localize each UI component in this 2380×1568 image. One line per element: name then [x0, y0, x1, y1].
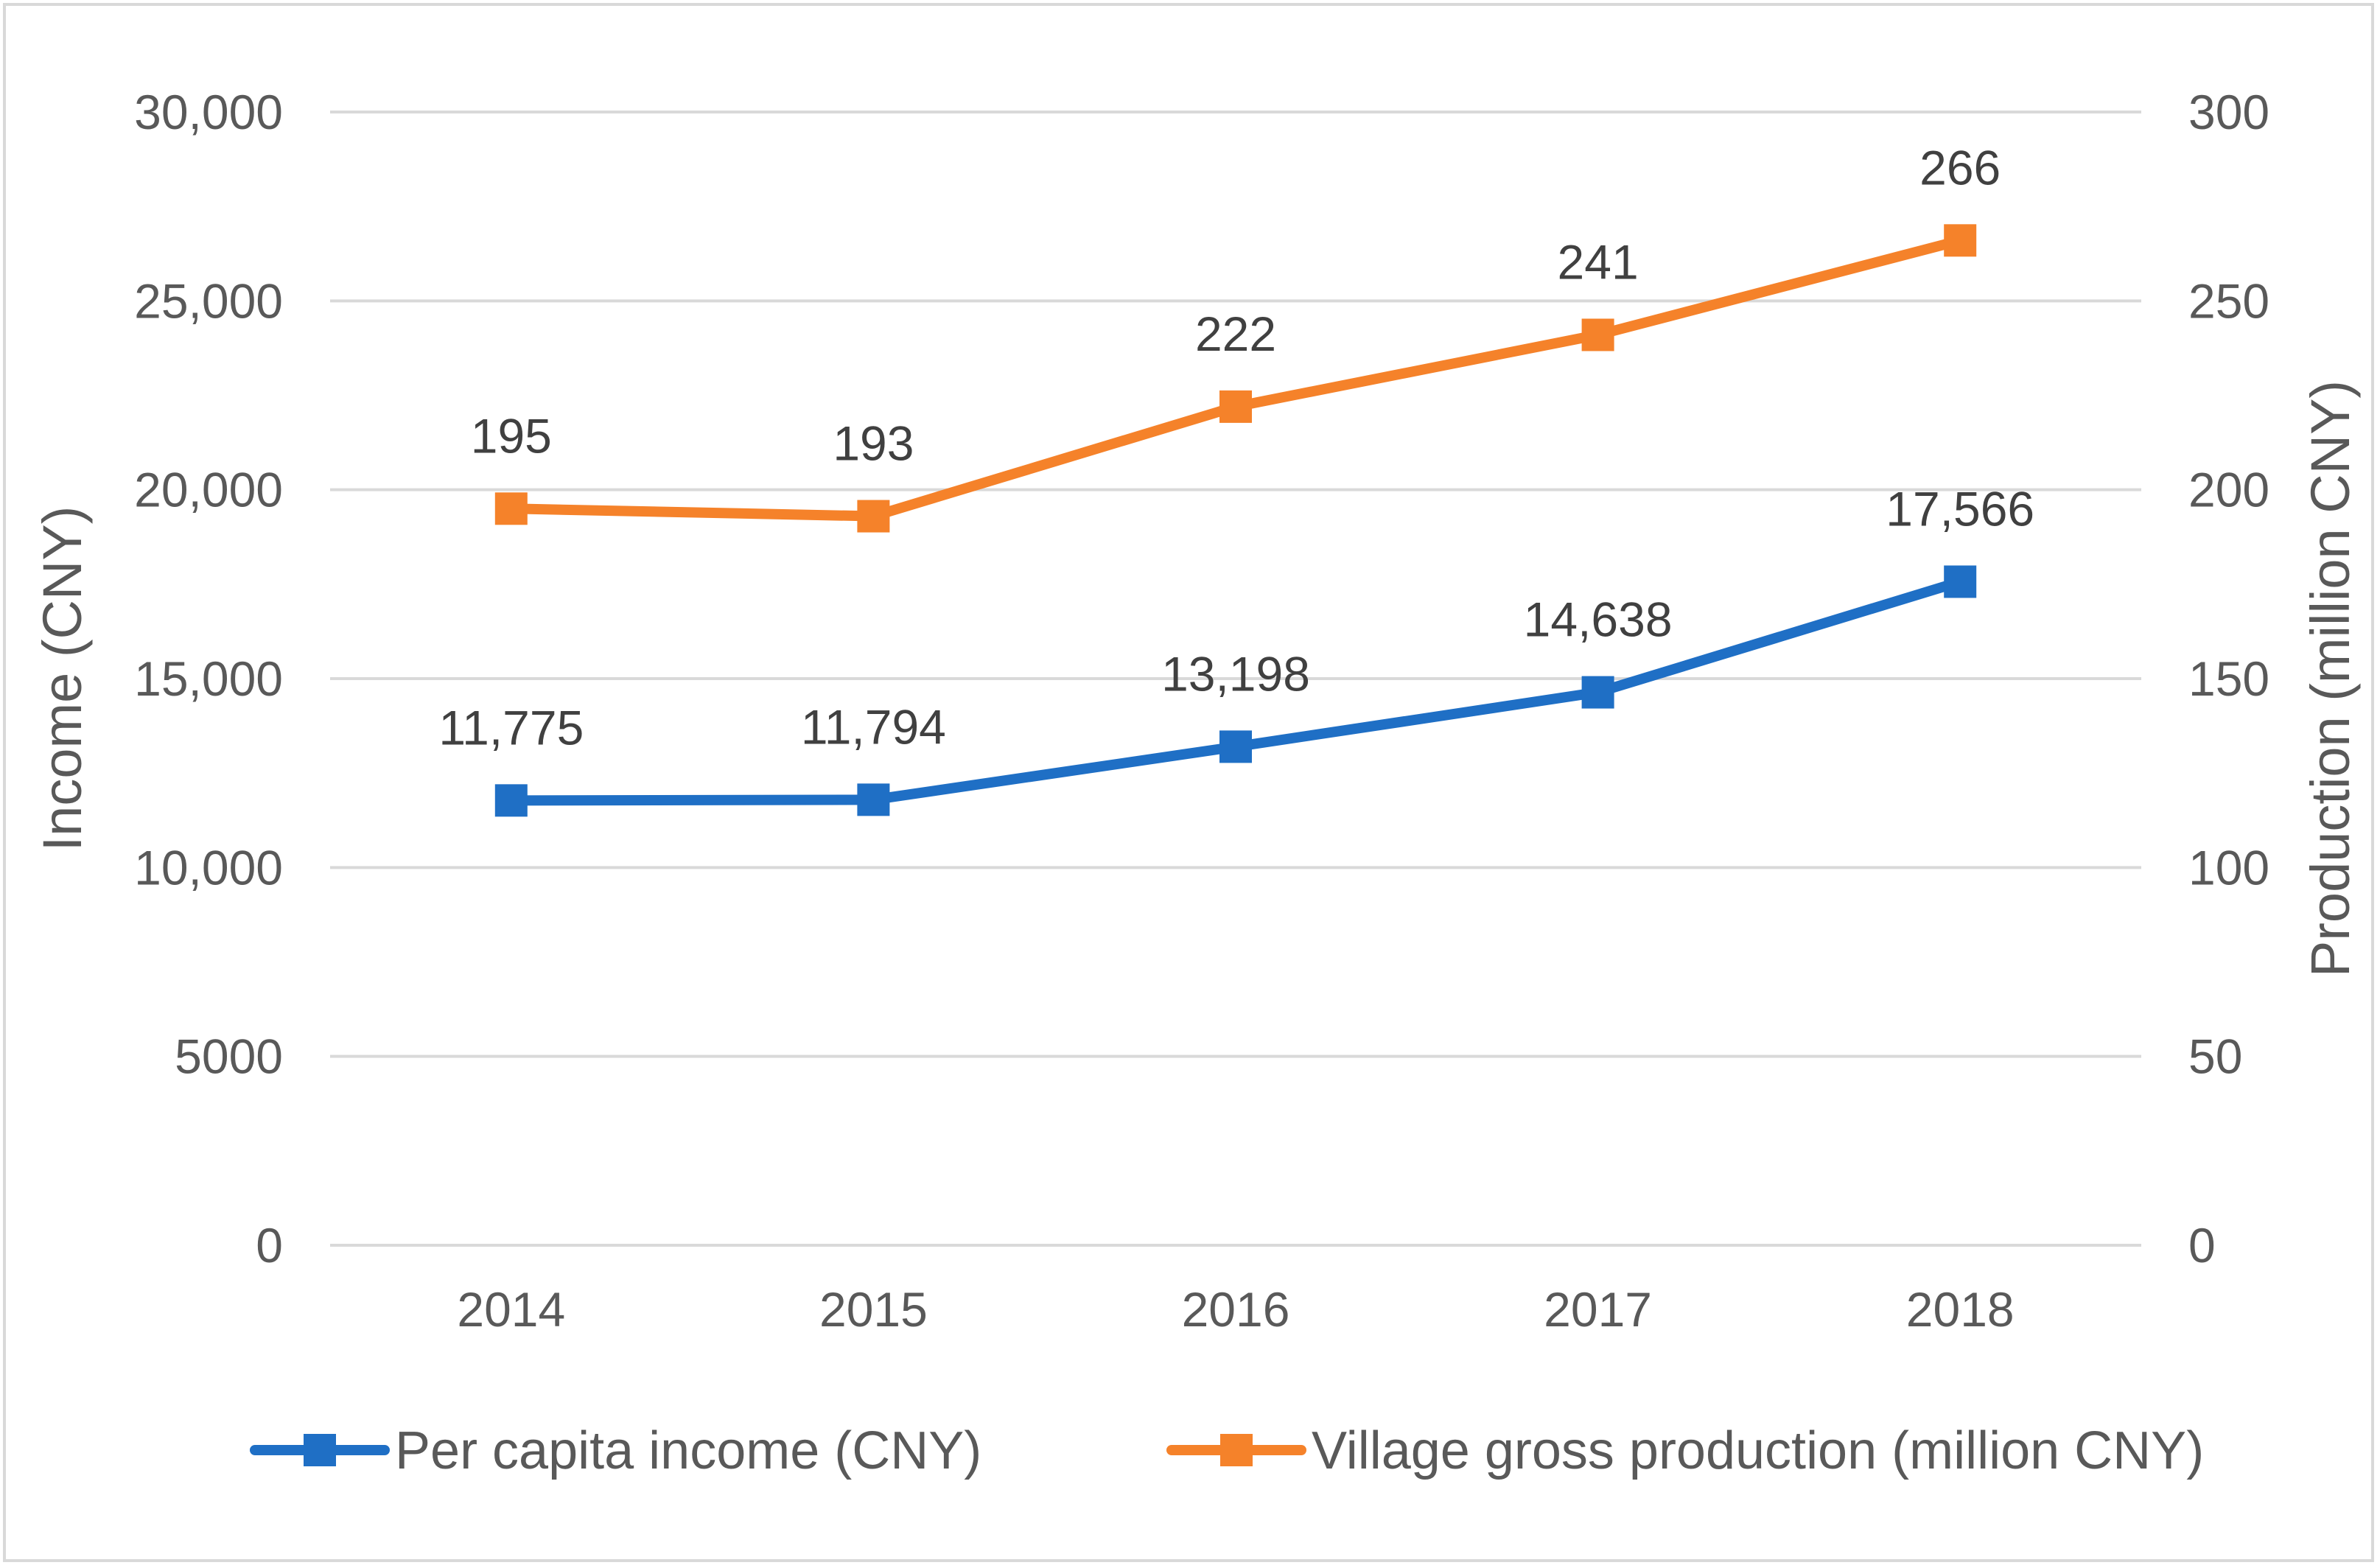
x-tick-label: 2017: [1544, 1282, 1652, 1337]
legend-marker: [1220, 1434, 1253, 1466]
right-tick-label: 300: [2188, 85, 2269, 139]
right-tick-label: 250: [2188, 273, 2269, 328]
data-label: 11,775: [438, 700, 584, 755]
data-label: 14,638: [1524, 592, 1673, 647]
data-label: 195: [471, 408, 552, 463]
legend: Per capita income (CNY) Village gross pro…: [250, 1421, 2204, 1480]
data-point-marker: [1944, 224, 1977, 257]
x-tick-label: 2015: [819, 1282, 928, 1337]
right-tick-label: 100: [2188, 840, 2269, 895]
legend-label: Per capita income (CNY): [395, 1421, 981, 1480]
axes: 0 5000 10,000 15,000 20,000 25,000 30,000 0 50 10…: [32, 85, 2361, 1337]
data-point-marker: [1219, 730, 1252, 763]
left-tick-label: 0: [256, 1218, 283, 1273]
data-label: 222: [1195, 307, 1276, 361]
right-tick-label: 50: [2188, 1029, 2242, 1084]
data-point-marker: [494, 492, 528, 525]
gridlines: [330, 111, 2141, 1247]
data-point-marker: [1581, 318, 1614, 351]
left-axis-title: Income (CNY): [32, 506, 93, 852]
legend-label: Village gross production (million CNY): [1312, 1421, 2204, 1480]
series-line: [505, 235, 1966, 522]
chart-frame: [3, 3, 2374, 1562]
left-tick-label: 30,000: [134, 85, 283, 139]
data-labels: 11,775 11,794 13,198 14,638 17,566 195 193 222 2…: [438, 140, 2034, 755]
right-tick-label: 200: [2188, 463, 2269, 517]
left-tick-label: 25,000: [134, 273, 283, 328]
left-tick-label: 20,000: [134, 463, 283, 517]
legend-marker: [304, 1434, 336, 1466]
data-label: 13,198: [1161, 646, 1310, 701]
data-point-marker: [857, 783, 890, 816]
data-label: 11,794: [801, 699, 946, 754]
x-tick-label: 2016: [1182, 1282, 1290, 1337]
data-label: 17,566: [1886, 481, 2034, 536]
data-label: 241: [1558, 234, 1639, 289]
right-tick-label: 150: [2188, 651, 2269, 706]
x-tick-label: 2018: [1906, 1282, 2015, 1337]
data-label: 266: [1919, 140, 2001, 195]
data-point-marker: [494, 784, 528, 817]
left-tick-label: 10,000: [134, 840, 283, 895]
data-point-marker: [1944, 565, 1977, 598]
data-point-marker: [857, 500, 890, 533]
data-point-marker: [1219, 390, 1252, 423]
data-point-marker: [1581, 676, 1614, 709]
left-tick-label: 15,000: [134, 651, 283, 706]
right-tick-label: 0: [2188, 1218, 2216, 1273]
left-tick-label: 5000: [175, 1029, 283, 1084]
x-tick-label: 2014: [457, 1282, 565, 1337]
series: [494, 224, 1977, 817]
data-label: 193: [833, 416, 914, 471]
right-axis-title: Production (million CNY): [2300, 380, 2361, 977]
